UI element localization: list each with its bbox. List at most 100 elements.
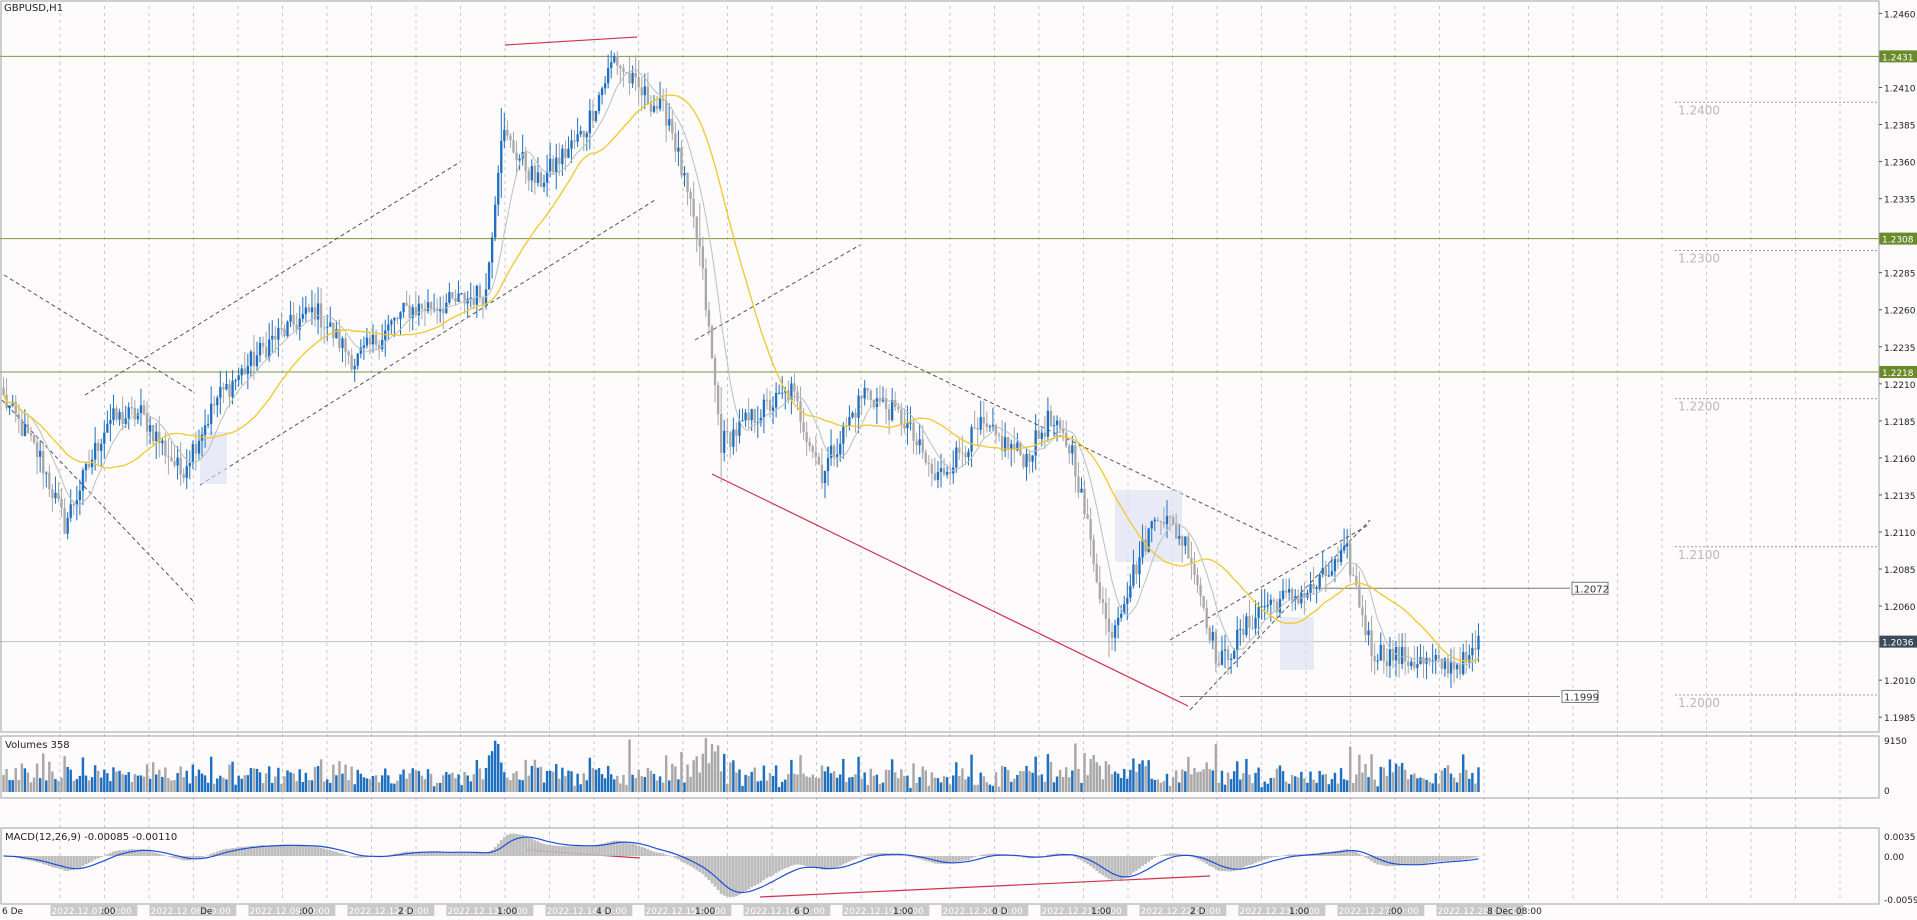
time-tick-label: 1:00 bbox=[1289, 907, 1309, 917]
candle-body bbox=[396, 317, 399, 320]
candle-body bbox=[164, 440, 167, 456]
candle-body bbox=[631, 72, 634, 84]
macd-histogram-bar bbox=[359, 856, 363, 858]
candle-body bbox=[289, 314, 292, 322]
candle-body bbox=[271, 335, 274, 340]
candle-body bbox=[1272, 599, 1276, 602]
macd-histogram-bar bbox=[1150, 856, 1154, 860]
volume-bar bbox=[802, 773, 805, 792]
volume-bar bbox=[249, 768, 253, 792]
candle-body bbox=[808, 441, 811, 447]
candle-body bbox=[1080, 488, 1083, 493]
volume-bar bbox=[362, 777, 366, 792]
macd-histogram-bar bbox=[567, 846, 570, 857]
candle-body bbox=[723, 430, 726, 453]
candle-body bbox=[219, 387, 222, 398]
volume-bar bbox=[75, 779, 79, 792]
volume-bar bbox=[1196, 772, 1199, 792]
volume-bar bbox=[1232, 771, 1236, 792]
horizontal-levels[interactable]: 1.2431 1.2308 1.2218 1.2036 1.2400 1.2300 1.22… bbox=[0, 50, 1917, 710]
candle-body bbox=[381, 339, 384, 349]
volume-bar bbox=[1083, 753, 1086, 792]
volume-bar bbox=[310, 780, 314, 792]
volume-bar bbox=[854, 774, 857, 792]
candle-body bbox=[350, 355, 353, 370]
macd-histogram-bar bbox=[1226, 856, 1230, 872]
candle-body bbox=[1049, 410, 1053, 427]
candle-body bbox=[1123, 603, 1126, 614]
candle-body bbox=[1208, 627, 1211, 641]
macd-histogram-bar bbox=[786, 856, 790, 868]
candle-body bbox=[836, 454, 839, 457]
candle-body bbox=[310, 307, 314, 313]
volume-bar bbox=[887, 770, 891, 792]
candle-body bbox=[958, 447, 961, 453]
volume-bar bbox=[893, 772, 897, 792]
volume-bar bbox=[1327, 784, 1331, 792]
macd-histogram-bar bbox=[264, 845, 268, 857]
volume-bar bbox=[2, 774, 5, 792]
candle-body bbox=[790, 383, 793, 401]
macd-histogram-bar bbox=[780, 856, 784, 870]
volume-bar bbox=[1364, 763, 1367, 792]
volume-bar bbox=[817, 777, 821, 792]
volume-bar bbox=[429, 773, 433, 792]
candle-body bbox=[460, 293, 463, 295]
price-tick-label: 1.2360 bbox=[1884, 159, 1916, 169]
candle-body bbox=[744, 412, 747, 421]
price-tick-label: 1.2285 bbox=[1884, 270, 1916, 280]
candle-body bbox=[500, 140, 503, 173]
candle-body bbox=[451, 292, 454, 299]
macd-histogram-bar bbox=[426, 851, 430, 857]
candle-body bbox=[1233, 650, 1236, 659]
volume-bar bbox=[1407, 779, 1410, 792]
macd-histogram-bar bbox=[87, 856, 91, 863]
macd-histogram-bar bbox=[1416, 856, 1419, 865]
macd-histogram-bar bbox=[32, 856, 36, 862]
volume-bar bbox=[1339, 768, 1343, 792]
macd-histogram-bar bbox=[1116, 856, 1120, 881]
candle-body bbox=[274, 335, 277, 340]
candle-body bbox=[1410, 661, 1413, 666]
candle-body bbox=[145, 413, 149, 432]
volume-bar bbox=[668, 780, 671, 792]
volume-bar bbox=[286, 770, 289, 792]
macd-histogram-bar bbox=[896, 854, 900, 857]
candle-body bbox=[408, 305, 411, 319]
pane-frames bbox=[0, 0, 1880, 905]
volume-bar bbox=[448, 774, 451, 792]
time-tick-label: 2022.12.13 00:00 bbox=[448, 907, 529, 917]
macd-histogram-bar bbox=[1394, 856, 1398, 866]
volume-bar bbox=[1251, 783, 1254, 792]
volume-bar bbox=[1306, 782, 1309, 792]
macd-histogram-bar bbox=[1214, 856, 1218, 870]
macd-histogram-bar bbox=[112, 851, 115, 857]
macd-histogram-bar bbox=[57, 856, 60, 869]
macd-tick-label: 0.0035 bbox=[1884, 833, 1916, 843]
volume-bar bbox=[1336, 783, 1340, 792]
candle-body bbox=[1159, 521, 1163, 523]
macd-histogram-bar bbox=[661, 853, 665, 857]
macd-histogram-bar bbox=[1266, 856, 1270, 859]
macd-histogram-bar bbox=[1419, 856, 1422, 864]
volume-bar bbox=[1095, 762, 1098, 792]
volume-bar bbox=[264, 773, 268, 792]
candle-body bbox=[1437, 654, 1440, 659]
candle-body bbox=[778, 392, 781, 394]
macd-histogram-bar bbox=[698, 856, 702, 872]
volume-bar bbox=[777, 787, 781, 792]
candle-body bbox=[1458, 664, 1462, 675]
volume-bar bbox=[1080, 782, 1083, 792]
candle-body bbox=[1025, 453, 1028, 468]
volume-bar bbox=[713, 751, 717, 792]
volume-bar bbox=[170, 780, 173, 792]
price-tick-label: 1.2335 bbox=[1884, 196, 1916, 206]
macd-histogram-bar bbox=[438, 852, 442, 857]
volume-bar bbox=[29, 782, 33, 792]
price-tick-label: 1.2460 bbox=[1884, 10, 1916, 20]
candle-body bbox=[155, 431, 158, 442]
candle-body bbox=[579, 131, 582, 135]
macd-histogram-bar bbox=[680, 856, 683, 862]
candle-body bbox=[918, 439, 921, 446]
